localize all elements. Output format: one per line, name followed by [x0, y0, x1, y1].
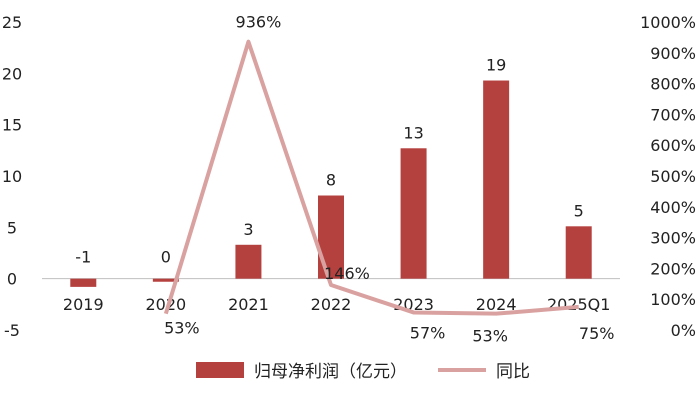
line-data-labels: 53% 936% 146% 57% 53% 75%	[164, 13, 614, 346]
left-tick-label: -5	[4, 321, 20, 340]
category-label: 2020	[145, 295, 186, 314]
left-tick-label: 10	[2, 167, 22, 186]
category-label: 2019	[63, 295, 104, 314]
category-label: 2025Q1	[547, 295, 611, 314]
line-path	[163, 39, 579, 316]
left-tick-label: 0	[7, 270, 17, 289]
line-series	[163, 39, 579, 316]
left-tick-label: 20	[2, 64, 22, 83]
bar	[235, 244, 262, 279]
right-tick-label: 500%	[650, 167, 696, 186]
right-tick-label: 1000%	[640, 13, 696, 32]
category-label: 2021	[228, 295, 269, 314]
line-data-label: 53%	[164, 319, 200, 338]
bar	[152, 278, 179, 282]
right-tick-label: 200%	[650, 259, 696, 278]
right-axis: 1000% 900% 800% 700% 600% 500% 400% 300% 200% 100…	[640, 13, 696, 340]
legend-label-line: 同比	[496, 362, 530, 382]
left-tick-label: 25	[2, 13, 22, 32]
right-tick-label: 600%	[650, 136, 696, 155]
right-tick-label: 300%	[650, 229, 696, 248]
line-data-label: 75%	[579, 324, 615, 343]
right-tick-label: 100%	[650, 290, 696, 309]
category-label: 2022	[311, 295, 352, 314]
right-tick-label: 800%	[650, 75, 696, 94]
right-tick-label: 400%	[650, 198, 696, 217]
legend: 归母净利润（亿元） 同比	[196, 362, 530, 382]
bar-data-label: 5	[574, 201, 584, 220]
left-tick-label: 5	[7, 218, 17, 237]
bar-data-label: 19	[486, 56, 506, 75]
bar-data-label: 8	[326, 171, 336, 190]
bar	[400, 148, 427, 279]
category-axis: 2019 2020 2021 2022 2023 2024 2025Q1	[63, 295, 611, 314]
right-tick-label: 900%	[650, 44, 696, 63]
right-tick-label: 0%	[671, 321, 696, 340]
line-data-label: 936%	[236, 13, 282, 32]
left-tick-label: 15	[2, 116, 22, 135]
bar-data-label: -1	[75, 248, 91, 267]
bar	[565, 226, 592, 279]
bar	[483, 80, 510, 279]
line-data-label: 146%	[324, 264, 370, 283]
bar-data-label: 0	[161, 248, 171, 267]
line-data-label: 53%	[472, 327, 508, 346]
bar-data-label: 3	[243, 220, 253, 239]
right-tick-label: 700%	[650, 105, 696, 124]
category-label: 2024	[476, 295, 517, 314]
bar-data-labels: -1 0 3 8 13 19 5	[75, 56, 583, 267]
bar-data-label: 13	[403, 123, 423, 142]
line-data-label: 57%	[410, 323, 446, 342]
left-axis: 25 20 15 10 5 0 -5	[2, 13, 22, 340]
bar	[70, 278, 97, 287]
legend-swatch-bar	[196, 362, 244, 378]
legend-label-bar: 归母净利润（亿元）	[254, 362, 407, 382]
